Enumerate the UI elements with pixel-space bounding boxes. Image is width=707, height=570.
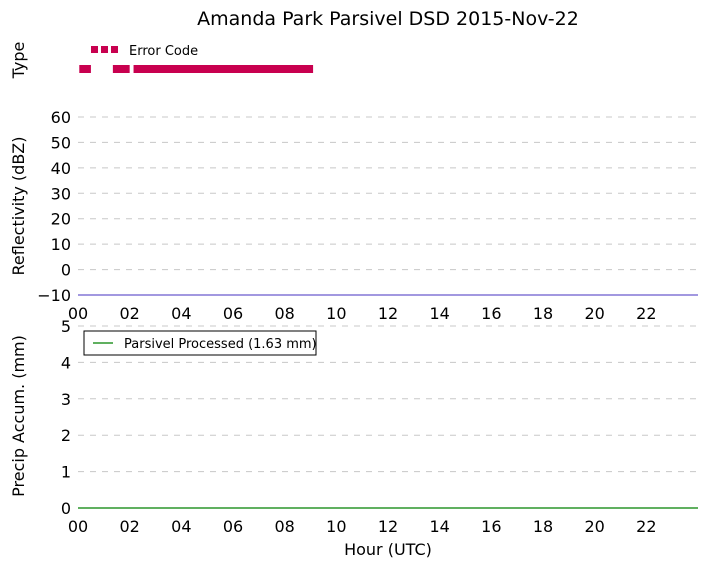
reflectivity-xtick-6: 12	[378, 304, 398, 323]
type-legend: Error Code	[91, 44, 198, 59]
type-legend-label: Error Code	[129, 44, 198, 59]
reflectivity-ytick-2: 40	[51, 159, 71, 178]
precip-ytick-2: 3	[61, 390, 71, 409]
reflectivity-y-ticks: 60 50 40 30 20 10 0 −10	[37, 108, 71, 305]
reflectivity-xtick-5: 10	[326, 304, 346, 323]
reflectivity-xtick-7: 14	[429, 304, 449, 323]
type-ylabel: Type	[9, 42, 28, 80]
reflectivity-ytick-6: 0	[61, 261, 71, 280]
precip-xtick-4: 08	[274, 517, 294, 536]
reflectivity-x-ticks: 00 02 04 06 08 10 12 14 16 18 20 22	[68, 304, 657, 323]
type-segment-2	[133, 65, 314, 73]
legend-swatch-3	[111, 46, 118, 53]
type-segment-0	[79, 65, 91, 73]
reflectivity-ytick-3: 30	[51, 184, 71, 203]
precip-ytick-4: 1	[61, 463, 71, 482]
precip-xtick-5: 10	[326, 517, 346, 536]
precip-legend-label: Parsivel Processed (1.63 mm)	[124, 337, 317, 352]
reflectivity-xtick-11: 22	[636, 304, 656, 323]
legend-swatch-1	[91, 46, 98, 53]
precip-ylabel: Precip Accum. (mm)	[9, 335, 28, 497]
reflectivity-xtick-3: 06	[223, 304, 243, 323]
precip-ytick-3: 2	[61, 426, 71, 445]
reflectivity-ylabel: Reflectivity (dBZ)	[9, 137, 28, 276]
reflectivity-xtick-10: 20	[584, 304, 604, 323]
type-panel: Type Error Code	[9, 42, 314, 80]
precip-xtick-8: 16	[481, 517, 501, 536]
precip-xlabel: Hour (UTC)	[344, 540, 432, 559]
precip-xtick-0: 00	[68, 517, 88, 536]
reflectivity-ytick-4: 20	[51, 210, 71, 229]
type-segments	[79, 65, 314, 73]
precip-legend-box	[83, 330, 317, 356]
precip-xtick-6: 12	[378, 517, 398, 536]
precip-xtick-1: 02	[119, 517, 139, 536]
reflectivity-ytick-5: 10	[51, 235, 71, 254]
reflectivity-xtick-4: 08	[274, 304, 294, 323]
reflectivity-xtick-2: 04	[171, 304, 191, 323]
precip-grid	[78, 325, 698, 473]
precip-xtick-10: 20	[584, 517, 604, 536]
chart-title: Amanda Park Parsivel DSD 2015-Nov-22	[197, 8, 579, 30]
precip-x-ticks: 00 02 04 06 08 10 12 14 16 18 20 22	[68, 517, 657, 536]
precip-xtick-9: 18	[533, 517, 553, 536]
reflectivity-xtick-0: 00	[68, 304, 88, 323]
reflectivity-ytick-1: 50	[51, 133, 71, 152]
precip-xtick-11: 22	[636, 517, 656, 536]
precip-xtick-2: 04	[171, 517, 191, 536]
precip-y-ticks: 5 4 3 2 1 0	[61, 317, 71, 518]
precip-legend: Parsivel Processed (1.63 mm)	[83, 330, 317, 356]
reflectivity-xtick-8: 16	[481, 304, 501, 323]
legend-swatch-2	[101, 46, 108, 53]
precip-ytick-5: 0	[61, 499, 71, 518]
precip-xtick-3: 06	[223, 517, 243, 536]
reflectivity-ytick-7: −10	[37, 286, 71, 305]
reflectivity-xtick-9: 18	[533, 304, 553, 323]
reflectivity-xtick-1: 02	[119, 304, 139, 323]
reflectivity-ytick-0: 60	[51, 108, 71, 127]
reflectivity-panel: Reflectivity (dBZ) 60 50 40 30 20 10 0 −10 00 02…	[9, 108, 698, 323]
reflectivity-grid	[78, 116, 698, 271]
precip-xtick-7: 14	[429, 517, 449, 536]
type-segment-1	[112, 65, 130, 73]
precip-ytick-1: 4	[61, 353, 71, 372]
precip-ytick-0: 5	[61, 317, 71, 336]
